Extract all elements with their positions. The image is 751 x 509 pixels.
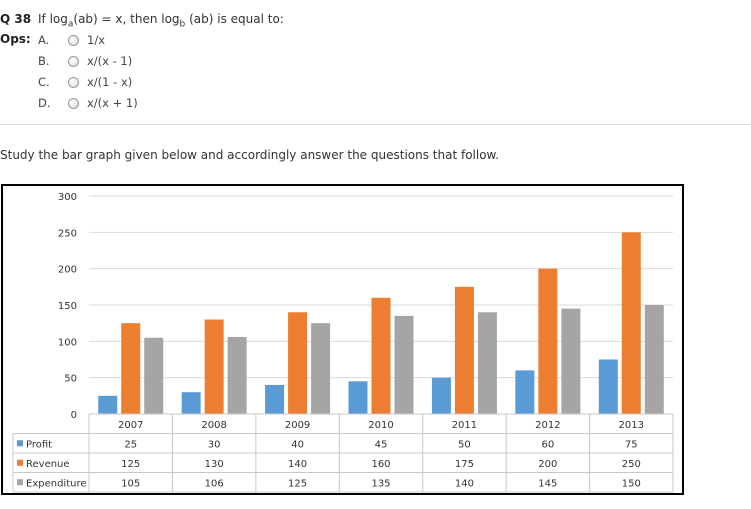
bar-chart: 0 50 100 150 200 250 300 2007 2008 2009 2010 2011 20… — [1, 184, 684, 495]
data-label: 175 — [455, 459, 474, 470]
option-a[interactable]: A. 1/x — [38, 32, 105, 48]
option-b[interactable]: B. x/(x - 1) — [38, 53, 132, 69]
y-tick-label: 50 — [64, 374, 77, 385]
data-label: 25 — [124, 439, 137, 450]
category-label: 2012 — [535, 420, 560, 431]
bar-revenue — [371, 297, 391, 414]
option-text: x/(x - 1) — [87, 54, 133, 68]
bar-expenditure — [227, 336, 247, 414]
data-label: 125 — [288, 478, 307, 489]
legend-key-expenditure — [17, 479, 23, 486]
category-label: 2009 — [285, 420, 310, 431]
data-label: 50 — [458, 439, 471, 450]
bar-revenue — [121, 323, 141, 414]
option-text: x/(1 - x) — [87, 75, 133, 89]
bar-revenue — [454, 286, 474, 414]
radio-button-icon[interactable] — [68, 34, 79, 46]
category-label: 2010 — [368, 420, 393, 431]
y-tick-label: 200 — [58, 265, 77, 276]
bar-expenditure — [477, 312, 497, 414]
option-letter: A. — [38, 33, 50, 47]
bar-expenditure — [394, 315, 414, 414]
data-label: 106 — [205, 478, 224, 489]
bar-expenditure — [561, 308, 581, 414]
bar-profit — [98, 395, 118, 414]
data-label: 60 — [541, 439, 554, 450]
question-text: If loga(ab) = x, then logb (ab) is equal… — [38, 12, 284, 30]
instruction-text: Study the bar graph given below and acco… — [0, 148, 500, 162]
data-label: 250 — [622, 459, 641, 470]
data-label: 75 — [625, 439, 638, 450]
data-label: 45 — [375, 439, 388, 450]
divider — [0, 124, 751, 125]
radio-button-icon[interactable] — [68, 76, 79, 88]
data-label: 125 — [121, 459, 140, 470]
category-label: 2011 — [452, 420, 477, 431]
option-text: 1/x — [87, 33, 105, 47]
option-letter: D. — [38, 96, 51, 110]
y-tick-label: 300 — [58, 192, 77, 203]
y-tick-label: 250 — [58, 228, 77, 239]
category-label: 2013 — [619, 420, 644, 431]
bar-profit — [515, 370, 535, 414]
data-label: 150 — [622, 478, 641, 489]
option-d[interactable]: D. x/(x + 1) — [38, 95, 138, 111]
y-tick-label: 150 — [58, 301, 77, 312]
bar-profit — [181, 392, 201, 414]
category-label: 2008 — [201, 420, 226, 431]
bar-revenue — [204, 319, 224, 414]
options-label: Ops: — [0, 32, 31, 46]
option-letter: B. — [38, 54, 50, 68]
bar-expenditure — [644, 305, 664, 414]
question-number: Q 38 — [0, 12, 32, 26]
radio-button-icon[interactable] — [68, 55, 79, 67]
category-label: 2007 — [118, 420, 143, 431]
legend-label: Revenue — [26, 459, 70, 470]
legend-label: Expenditure — [26, 478, 87, 489]
legend-label: Profit — [26, 439, 52, 450]
bar-revenue — [621, 232, 641, 414]
data-label: 160 — [371, 459, 390, 470]
bar-profit — [348, 381, 368, 414]
legend-key-profit — [17, 440, 23, 447]
bar-revenue — [288, 312, 308, 414]
bar-expenditure — [311, 323, 331, 414]
data-label: 135 — [371, 478, 390, 489]
data-label: 140 — [288, 459, 307, 470]
data-label: 30 — [208, 439, 221, 450]
data-label: 40 — [291, 439, 304, 450]
bar-profit — [431, 377, 451, 414]
y-tick-label: 0 — [71, 410, 77, 421]
legend-key-revenue — [17, 459, 23, 466]
data-label: 145 — [538, 478, 557, 489]
bar-revenue — [538, 268, 558, 414]
bar-profit — [598, 359, 618, 414]
bar-expenditure — [144, 337, 164, 414]
data-label: 200 — [538, 459, 557, 470]
data-label: 140 — [455, 478, 474, 489]
data-label: 130 — [205, 459, 224, 470]
radio-button-icon[interactable] — [68, 97, 79, 109]
option-letter: C. — [38, 75, 50, 89]
option-text: x/(x + 1) — [87, 96, 138, 110]
y-tick-label: 100 — [58, 337, 77, 348]
option-c[interactable]: C. x/(1 - x) — [38, 74, 132, 90]
bar-profit — [265, 384, 285, 414]
data-label: 105 — [121, 478, 140, 489]
bar-chart-svg: 0 50 100 150 200 250 300 2007 2008 2009 2010 2011 20… — [12, 192, 674, 493]
